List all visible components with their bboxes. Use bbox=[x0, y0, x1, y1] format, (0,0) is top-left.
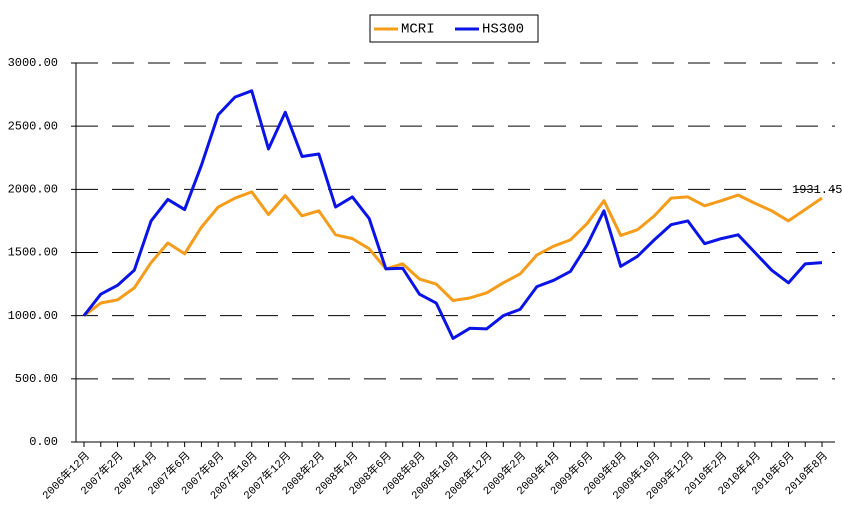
legend-label: MCRI bbox=[401, 22, 435, 38]
y-tick-label: 3000.00 bbox=[8, 56, 58, 70]
y-tick-label: 500.00 bbox=[15, 372, 58, 386]
y-tick-label: 0.00 bbox=[29, 435, 58, 449]
legend-label: HS300 bbox=[482, 22, 524, 38]
y-tick-label: 2500.00 bbox=[8, 119, 58, 133]
data-label: 1931.45 bbox=[792, 183, 842, 197]
line-series bbox=[82, 89, 823, 340]
line-series bbox=[83, 190, 823, 317]
y-tick-label: 2000.00 bbox=[8, 183, 58, 197]
y-tick-label: 1000.00 bbox=[8, 309, 58, 323]
y-tick-label: 1500.00 bbox=[8, 246, 58, 260]
